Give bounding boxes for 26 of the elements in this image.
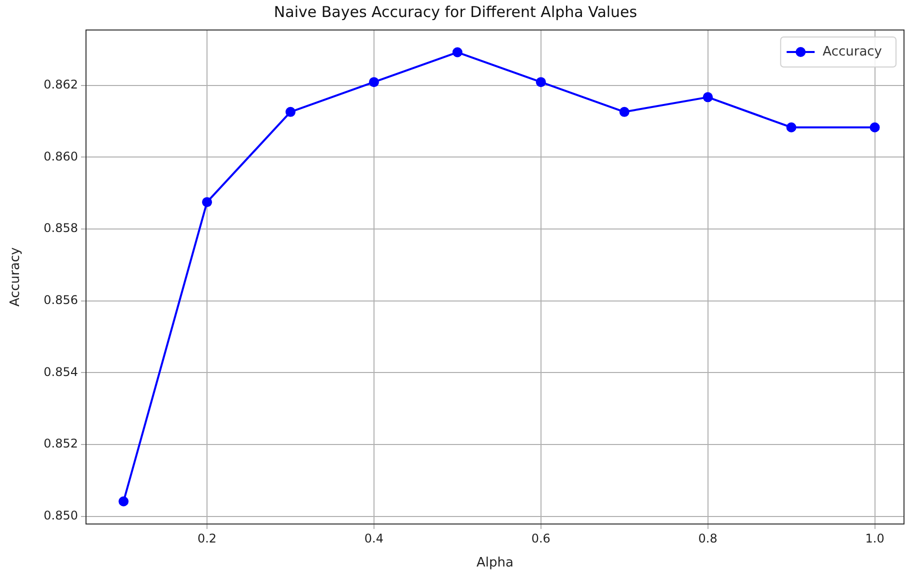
y-tick-label: 0.862 — [44, 77, 78, 92]
x-tick-label: 0.6 — [531, 531, 550, 546]
y-tick-label: 0.858 — [44, 221, 78, 236]
point — [452, 47, 462, 58]
y-axis-title: Accuracy — [8, 247, 24, 307]
x-tick-label: 1.0 — [865, 531, 884, 546]
y-tick-label: 0.854 — [44, 364, 78, 379]
y-tick-label: 0.852 — [44, 436, 78, 451]
legend-label: Accuracy — [822, 44, 882, 60]
point — [286, 106, 296, 117]
point — [368, 77, 379, 88]
x-tick-label: 0.2 — [197, 531, 217, 546]
point — [118, 496, 129, 506]
y-tick-label: 0.860 — [44, 149, 78, 164]
y-tick-label: 0.850 — [44, 508, 78, 523]
x-tick-label: 0.4 — [364, 531, 384, 546]
point — [202, 197, 212, 208]
chart-title: Naive Bayes Accuracy for Different Alpha Values — [274, 2, 638, 21]
point — [536, 77, 546, 88]
point — [619, 106, 630, 117]
x-tick-label: 0.8 — [698, 531, 718, 546]
y-tick-label: 0.856 — [44, 293, 78, 308]
point — [702, 92, 713, 102]
point — [870, 122, 880, 132]
point — [786, 122, 796, 132]
x-axis-title: Alpha — [476, 556, 514, 571]
